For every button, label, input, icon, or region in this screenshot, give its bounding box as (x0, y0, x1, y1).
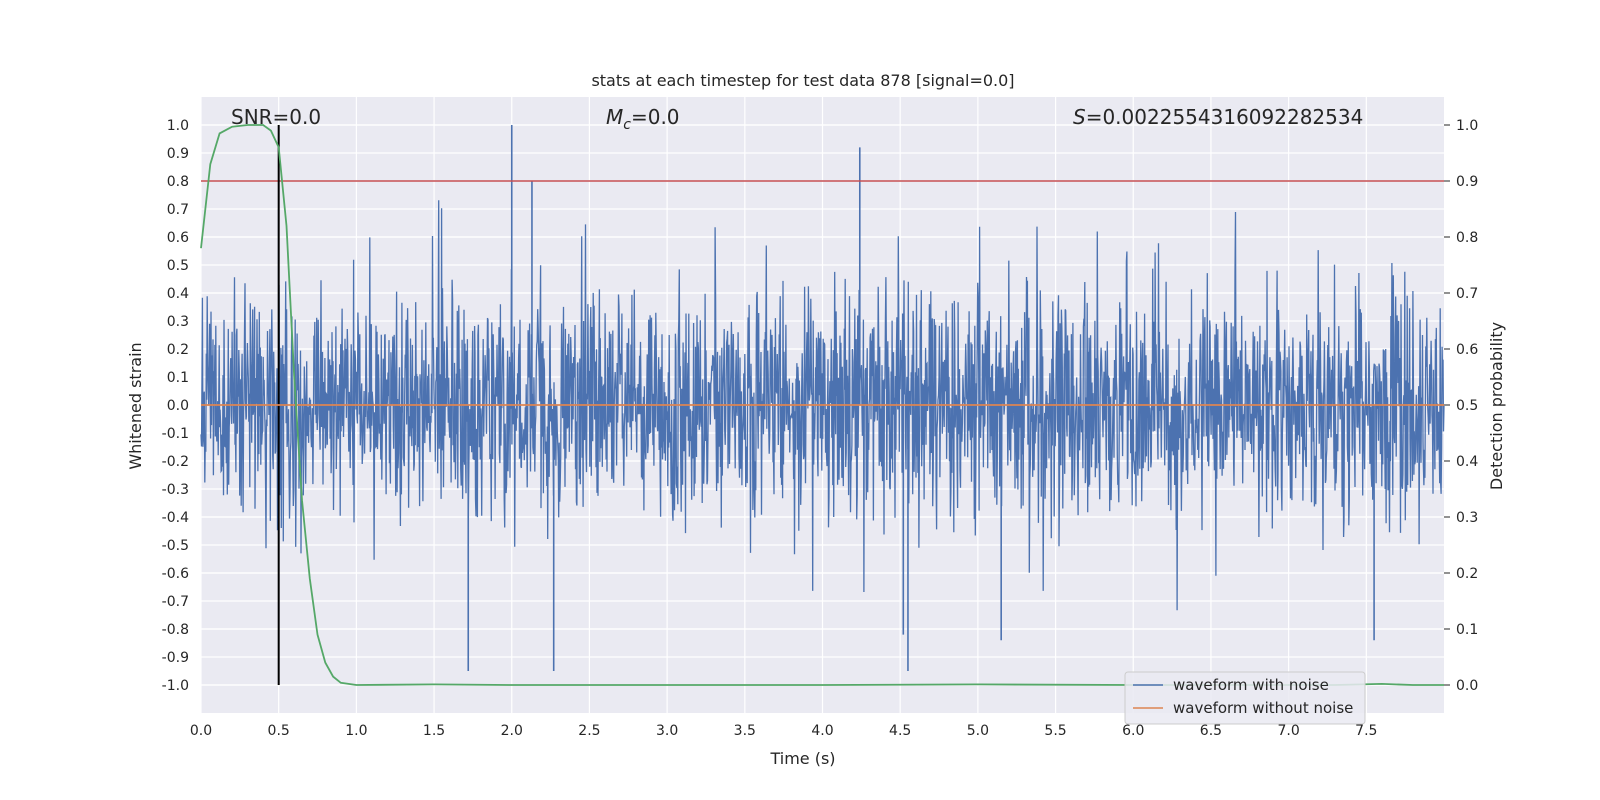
y-tick-label: -0.3 (162, 482, 189, 498)
y2-tick-label: 0.5 (1456, 398, 1478, 414)
y-axis-label: Whitened strain (126, 342, 145, 469)
y2-axis-label: Detection probability (1487, 322, 1506, 490)
y-tick-label: 0.2 (167, 342, 189, 358)
y-tick-label: 0.6 (167, 230, 189, 246)
x-tick-label: 4.5 (889, 723, 911, 739)
s-symbol: S (1073, 105, 1086, 129)
y-tick-label: 0.8 (167, 174, 189, 190)
y2-tick-label: 0.3 (1456, 510, 1478, 526)
y-tick-label: -1.0 (162, 678, 189, 694)
noise-trace (200, 200, 1445, 611)
y-tick-label: 0.4 (167, 286, 189, 302)
x-tick-label: 3.5 (734, 723, 756, 739)
chart-title: stats at each timestep for test data 878… (591, 71, 1014, 90)
mc-value: =0.0 (631, 105, 680, 129)
y-tick-label: -0.1 (162, 426, 189, 442)
x-tick-label: 6.0 (1122, 723, 1144, 739)
y-tick-label: 0.0 (167, 398, 189, 414)
x-tick-label: 2.5 (578, 723, 600, 739)
legend-box (1124, 671, 1366, 725)
y-tick-label: -0.6 (162, 566, 189, 582)
x-tick-label: 1.5 (423, 723, 445, 739)
x-tick-label: 1.0 (345, 723, 367, 739)
y-tick-label: 0.7 (167, 202, 189, 218)
y-tick-label: -0.8 (162, 622, 189, 638)
y-tick-label: 0.5 (167, 258, 189, 274)
axis-ticks: 0.0 0.5 1.0 1.5 2.0 2.5 3.0 3.5 4.0 4.5 5.0 5.5 6.0 6… (162, 118, 1479, 739)
legend-label-with-noise: waveform with noise (1173, 676, 1329, 694)
y-tick-label: 1.0 (167, 118, 189, 134)
mc-annotation: Mc=0.0 (606, 105, 680, 133)
x-tick-label: 4.0 (811, 723, 833, 739)
x-tick-label: 0.0 (190, 723, 212, 739)
mc-symbol: M (606, 105, 623, 129)
y2-tick-label: 0.8 (1456, 230, 1478, 246)
y-tick-label: -0.9 (162, 650, 189, 666)
y2-tick-label: 0.7 (1456, 286, 1478, 302)
legend-label-without-noise: waveform without noise (1173, 699, 1353, 717)
s-annotation: S=0.0022554316092282534 (1073, 105, 1363, 129)
x-tick-label: 2.0 (501, 723, 523, 739)
mc-subscript: c (623, 117, 631, 133)
y-tick-label: 0.9 (167, 146, 189, 162)
y2-tick-label: 0.9 (1456, 174, 1478, 190)
x-tick-label: 5.0 (967, 723, 989, 739)
y-tick-label: -0.4 (162, 510, 189, 526)
x-tick-label: 7.0 (1277, 723, 1299, 739)
y-tick-label: 0.1 (167, 370, 189, 386)
y2-tick-label: 1.0 (1456, 118, 1478, 134)
y-tick-label: 0.3 (167, 314, 189, 330)
x-tick-label: 5.5 (1044, 723, 1066, 739)
x-tick-label: 3.0 (656, 723, 678, 739)
y2-tick-label: 0.2 (1456, 566, 1478, 582)
y2-tick-label: 0.4 (1456, 454, 1478, 470)
s-value: =0.0022554316092282534 (1086, 105, 1364, 129)
series-waveform-with-noise (200, 125, 1445, 671)
y-tick-label: -0.7 (162, 594, 189, 610)
y2-tick-label: 0.0 (1456, 678, 1478, 694)
x-tick-label: 6.5 (1200, 723, 1222, 739)
snr-annotation: SNR=0.0 (231, 105, 321, 129)
y2-tick-label: 0.1 (1456, 622, 1478, 638)
x-tick-label: 0.5 (268, 723, 290, 739)
y2-tick-label: 0.6 (1456, 342, 1478, 358)
x-axis-label: Time (s) (769, 749, 835, 768)
legend: waveform with noise waveform without noi… (1124, 671, 1366, 725)
y-tick-label: -0.5 (162, 538, 189, 554)
y-tick-label: -0.2 (162, 454, 189, 470)
x-tick-label: 7.5 (1355, 723, 1377, 739)
